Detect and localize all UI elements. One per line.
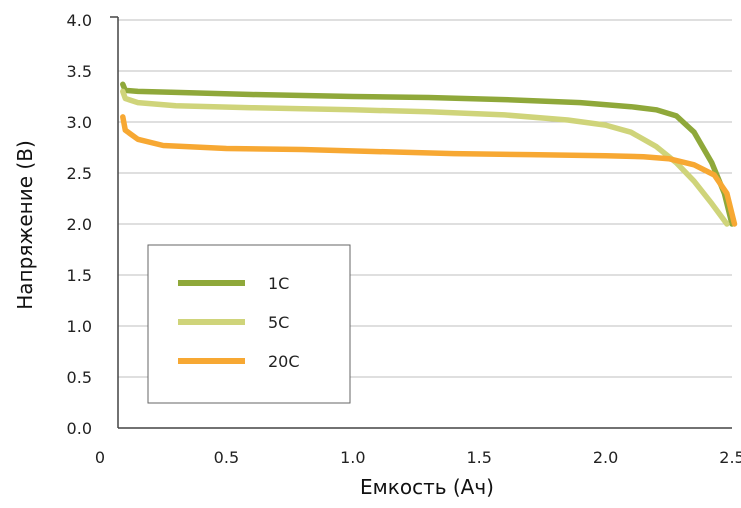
legend: 1C 5C 20C (148, 245, 350, 403)
y-tick-label: 0.5 (67, 368, 92, 387)
x-tick-label: 1.0 (340, 448, 365, 467)
y-tick-label: 2.0 (67, 215, 92, 234)
y-tick-label: 3.0 (67, 113, 92, 132)
x-tick-label: 2.0 (593, 448, 618, 467)
y-axis-title: Напряжение (В) (13, 140, 37, 309)
x-tick-label: 2.5 (719, 448, 741, 467)
y-tick-label: 1.0 (67, 317, 92, 336)
legend-label: 5C (268, 313, 289, 332)
series-line-20c (123, 117, 735, 224)
x-tick-label: 0 (95, 448, 105, 467)
legend-label: 1C (268, 274, 289, 293)
legend-label: 20C (268, 352, 300, 371)
y-tick-label: 0.0 (67, 419, 92, 438)
y-tick-label: 2.5 (67, 164, 92, 183)
x-tick-label: 0.5 (214, 448, 239, 467)
y-tick-label: 1.5 (67, 266, 92, 285)
x-axis-title: Емкость (Ач) (360, 475, 494, 499)
y-tick-label: 4.0 (67, 11, 92, 30)
y-tick-label: 3.5 (67, 62, 92, 81)
x-tick-label: 1.5 (466, 448, 491, 467)
